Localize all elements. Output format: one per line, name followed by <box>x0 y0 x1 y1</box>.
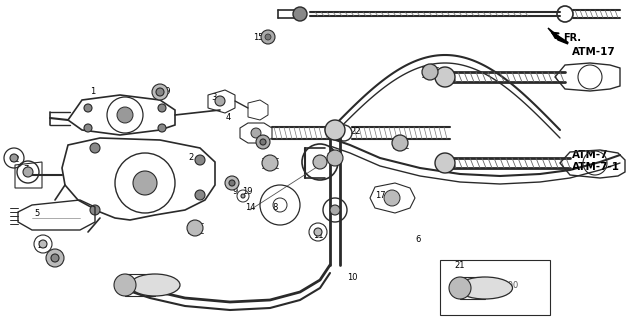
Text: 13: 13 <box>50 257 60 266</box>
Circle shape <box>10 154 18 162</box>
Circle shape <box>422 64 438 80</box>
Circle shape <box>435 67 455 87</box>
Circle shape <box>229 180 235 186</box>
Text: 6: 6 <box>415 234 420 243</box>
Text: 2: 2 <box>188 152 194 161</box>
Text: 12: 12 <box>9 154 19 164</box>
Circle shape <box>84 104 92 112</box>
Text: 8: 8 <box>272 204 278 212</box>
Polygon shape <box>548 28 568 44</box>
Circle shape <box>39 240 47 248</box>
Circle shape <box>330 205 340 215</box>
Circle shape <box>262 155 278 171</box>
Text: 19: 19 <box>160 87 170 97</box>
Circle shape <box>314 228 322 236</box>
Text: 3: 3 <box>211 93 217 102</box>
Text: 4: 4 <box>225 114 230 122</box>
Circle shape <box>241 194 245 198</box>
Circle shape <box>90 205 100 215</box>
Circle shape <box>325 120 345 140</box>
Circle shape <box>261 30 275 44</box>
Text: 9: 9 <box>232 187 237 196</box>
Circle shape <box>158 104 166 112</box>
Text: 23: 23 <box>326 152 337 161</box>
Text: 18: 18 <box>395 140 405 150</box>
Text: 17: 17 <box>374 190 385 199</box>
Bar <box>440 260 550 315</box>
Text: 19: 19 <box>242 187 252 196</box>
Circle shape <box>327 150 343 166</box>
Circle shape <box>392 135 408 151</box>
Text: 15: 15 <box>255 136 265 145</box>
Circle shape <box>225 176 239 190</box>
Circle shape <box>117 107 133 123</box>
Circle shape <box>384 190 400 206</box>
Text: FR.: FR. <box>563 33 581 43</box>
Circle shape <box>23 167 33 177</box>
Ellipse shape <box>130 274 180 296</box>
Text: 11: 11 <box>313 231 323 240</box>
Circle shape <box>293 7 307 21</box>
Text: 7: 7 <box>23 165 29 174</box>
Circle shape <box>265 34 271 40</box>
Text: 16: 16 <box>265 164 275 173</box>
Text: ATM-7-1: ATM-7-1 <box>572 162 620 172</box>
Circle shape <box>156 88 164 96</box>
Circle shape <box>256 135 270 149</box>
Text: 24: 24 <box>425 68 435 77</box>
Ellipse shape <box>114 274 136 296</box>
Text: 15: 15 <box>253 33 263 42</box>
Text: 20: 20 <box>38 241 48 250</box>
Circle shape <box>313 155 327 169</box>
Circle shape <box>51 254 59 262</box>
Circle shape <box>133 171 157 195</box>
Ellipse shape <box>458 277 513 299</box>
Circle shape <box>251 128 261 138</box>
Circle shape <box>435 153 455 173</box>
Text: 1: 1 <box>90 87 95 97</box>
Text: ATM-7: ATM-7 <box>572 150 609 160</box>
Circle shape <box>195 190 205 200</box>
Text: ATM-17: ATM-17 <box>572 47 616 57</box>
Circle shape <box>90 143 100 153</box>
Circle shape <box>187 220 203 236</box>
Text: 14: 14 <box>244 204 255 212</box>
Text: 21: 21 <box>455 261 465 270</box>
Circle shape <box>84 124 92 132</box>
Text: 16: 16 <box>191 224 202 233</box>
Circle shape <box>46 249 64 267</box>
Ellipse shape <box>449 277 471 299</box>
Text: 22: 22 <box>351 128 361 137</box>
Text: 5: 5 <box>35 209 40 218</box>
Circle shape <box>260 139 266 145</box>
Text: 10: 10 <box>347 273 357 283</box>
Text: S9V4-B3500: S9V4-B3500 <box>468 280 519 290</box>
Circle shape <box>152 84 168 100</box>
Circle shape <box>158 124 166 132</box>
Circle shape <box>195 155 205 165</box>
Circle shape <box>215 96 225 106</box>
